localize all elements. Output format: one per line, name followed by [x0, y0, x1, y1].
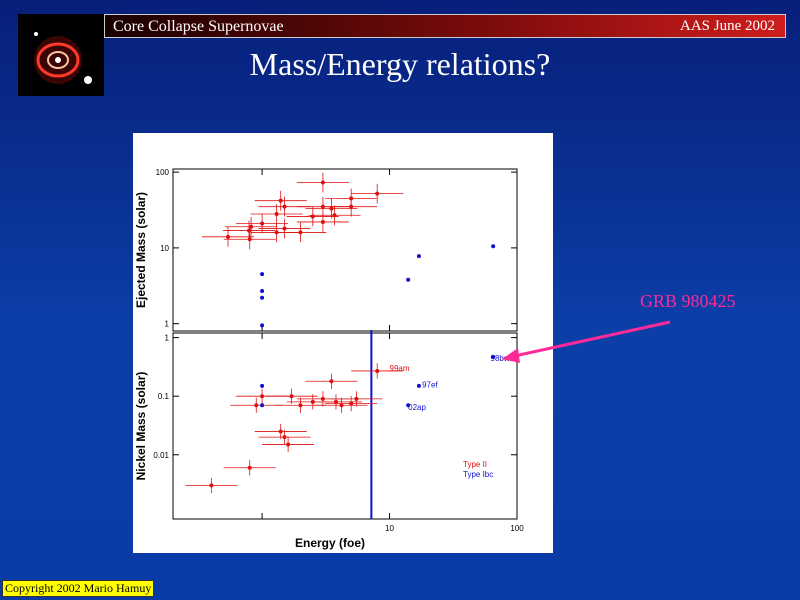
y-tick-label: 1 [165, 334, 170, 343]
legend-item: Type II [463, 460, 487, 469]
data-point [249, 224, 254, 229]
data-point [332, 213, 337, 218]
data-point [260, 272, 265, 277]
data-point [254, 403, 259, 408]
data-point [333, 399, 338, 404]
data-point [416, 383, 421, 388]
point-label: 02ap [408, 403, 426, 412]
point-label: 97ef [422, 381, 438, 390]
data-point [349, 204, 354, 209]
data-point [260, 295, 265, 300]
data-point [282, 226, 287, 231]
x-tick-label: 10 [385, 524, 394, 533]
panel-0: 1 10 100 Ejected Mass (solar) [134, 168, 518, 332]
data-point [329, 379, 334, 384]
data-point [298, 403, 303, 408]
data-point [260, 394, 265, 399]
data-point [247, 237, 252, 242]
data-point [320, 180, 325, 185]
presentation-title: Core Collapse Supernovae [113, 18, 284, 35]
header-bar: Core Collapse Supernovae AAS June 2002 [104, 14, 786, 38]
supernova-logo [18, 14, 104, 96]
data-point [278, 198, 283, 203]
data-point [354, 396, 359, 401]
y-tick-label: 100 [156, 168, 170, 177]
panel-1: 0.01 0.1 1 10 100 99am 97ef 02ap 98bw Type IIType… [134, 330, 524, 550]
x-axis-label: Energy (foe) [295, 536, 365, 550]
plot-frame [172, 168, 518, 332]
data-point [406, 277, 411, 282]
data-point [491, 354, 496, 359]
data-point [329, 206, 334, 211]
conference-label: AAS June 2002 [679, 18, 775, 34]
data-point [491, 244, 496, 249]
data-point [247, 228, 252, 233]
point-label: 98bw [491, 354, 510, 363]
data-point [282, 435, 287, 440]
x-tick-label: 100 [510, 524, 524, 533]
data-point [260, 288, 265, 293]
data-point [247, 465, 252, 470]
y-tick-label: 0.1 [158, 392, 170, 401]
data-point [260, 403, 265, 408]
data-point [278, 429, 283, 434]
data-point [416, 254, 421, 259]
y-tick-label: 1 [165, 320, 170, 329]
slide-title: Mass/Energy relations? [249, 46, 551, 82]
y-axis-label: Nickel Mass (solar) [134, 372, 148, 481]
data-point [375, 368, 380, 373]
data-point [274, 212, 279, 217]
data-point [289, 394, 294, 399]
y-axis-label: Ejected Mass (solar) [134, 192, 148, 308]
data-point [209, 483, 214, 488]
data-point [406, 403, 411, 408]
data-point [375, 191, 380, 196]
data-point [339, 403, 344, 408]
data-point [260, 383, 265, 388]
legend-item: Type Ibc [463, 470, 493, 479]
data-point [298, 230, 303, 235]
data-point [260, 221, 265, 226]
data-point [260, 323, 265, 328]
mass-energy-chart: 1 10 100 Ejected Mass (solar) 0.01 0.1 1 10 100 9… [134, 168, 524, 550]
y-tick-label: 0.01 [153, 451, 169, 460]
data-point [282, 204, 287, 209]
data-point [320, 204, 325, 209]
supernova-ring-image [18, 14, 104, 96]
data-point [286, 442, 291, 447]
figure-panel: 1 10 100 Ejected Mass (solar) 0.01 0.1 1 10 100 9… [133, 133, 553, 553]
plot-frame [172, 332, 518, 520]
copyright-note: Copyright 2002 Mario Hamuy [2, 580, 155, 597]
data-point [225, 234, 230, 239]
y-tick-label: 10 [160, 244, 169, 253]
data-point [320, 396, 325, 401]
grb-annotation-label: GRB 980425 [640, 291, 736, 311]
data-point [349, 401, 354, 406]
point-label: 99am [390, 364, 410, 373]
data-point [320, 219, 325, 224]
